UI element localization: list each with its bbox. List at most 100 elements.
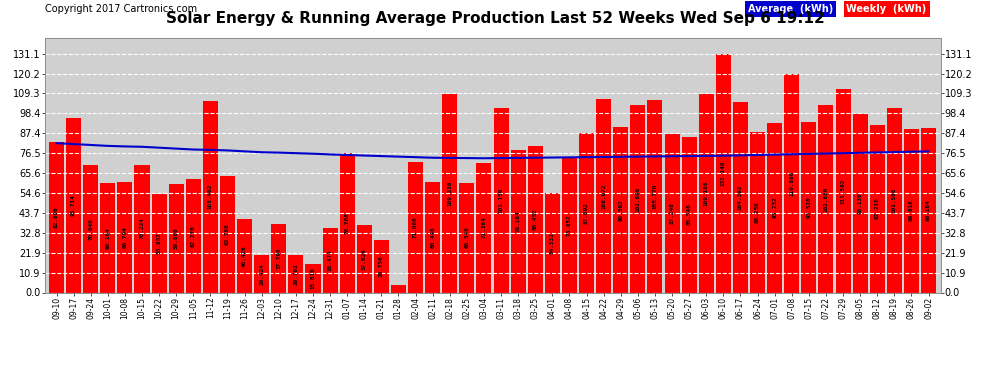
Bar bbox=[237, 219, 252, 292]
Text: 109.236: 109.236 bbox=[447, 180, 452, 206]
Text: 90.164: 90.164 bbox=[926, 200, 931, 221]
Text: 105.776: 105.776 bbox=[652, 183, 657, 209]
Text: Weekly  (kWh): Weekly (kWh) bbox=[846, 4, 927, 14]
Text: 37.796: 37.796 bbox=[276, 247, 281, 269]
Bar bbox=[49, 142, 64, 292]
Bar bbox=[306, 264, 321, 292]
Text: 105.402: 105.402 bbox=[208, 184, 213, 209]
Bar bbox=[750, 132, 765, 292]
Text: 62.270: 62.270 bbox=[191, 225, 196, 247]
Bar bbox=[83, 165, 98, 292]
Bar bbox=[716, 54, 731, 292]
Text: 73.652: 73.652 bbox=[567, 214, 572, 236]
Bar bbox=[494, 108, 509, 292]
Bar bbox=[356, 225, 372, 292]
Text: 37.026: 37.026 bbox=[361, 248, 366, 270]
Text: 71.660: 71.660 bbox=[413, 216, 418, 238]
Bar bbox=[340, 153, 354, 292]
Bar bbox=[511, 150, 526, 292]
Text: 40.426: 40.426 bbox=[243, 245, 248, 267]
Text: 98.130: 98.130 bbox=[857, 192, 862, 214]
Text: 106.072: 106.072 bbox=[601, 183, 606, 209]
Text: 93.232: 93.232 bbox=[772, 197, 777, 219]
Bar bbox=[596, 99, 611, 292]
Text: 70.224: 70.224 bbox=[140, 217, 145, 239]
Bar bbox=[203, 100, 218, 292]
Bar bbox=[168, 184, 184, 292]
Bar bbox=[682, 136, 697, 292]
Bar bbox=[391, 285, 406, 292]
Text: 53.952: 53.952 bbox=[156, 232, 161, 254]
Bar bbox=[733, 102, 748, 292]
Text: 60.794: 60.794 bbox=[123, 226, 128, 248]
Text: 93.520: 93.520 bbox=[806, 196, 812, 218]
Text: 101.150: 101.150 bbox=[499, 188, 504, 213]
Text: 82.606: 82.606 bbox=[54, 206, 59, 228]
Text: 15.810: 15.810 bbox=[311, 267, 316, 289]
Bar bbox=[408, 162, 423, 292]
Text: Copyright 2017 Cartronics.com: Copyright 2017 Cartronics.com bbox=[45, 4, 197, 14]
Bar bbox=[151, 194, 166, 292]
Bar bbox=[631, 105, 645, 292]
Bar bbox=[852, 114, 867, 292]
Text: 90.592: 90.592 bbox=[619, 199, 624, 221]
Bar bbox=[100, 183, 115, 292]
Text: Average  (kWh): Average (kWh) bbox=[747, 4, 834, 14]
Text: 80.452: 80.452 bbox=[533, 209, 538, 230]
Bar bbox=[254, 255, 269, 292]
Text: 87.248: 87.248 bbox=[669, 202, 674, 224]
Text: 54.532: 54.532 bbox=[549, 232, 554, 254]
Bar bbox=[425, 182, 441, 292]
Text: 111.592: 111.592 bbox=[841, 178, 845, 204]
Text: 78.164: 78.164 bbox=[516, 210, 521, 232]
Text: 71.364: 71.364 bbox=[481, 217, 486, 238]
Text: 60.164: 60.164 bbox=[105, 227, 110, 249]
Bar bbox=[784, 74, 799, 292]
Bar bbox=[443, 93, 457, 292]
Text: 102.680: 102.680 bbox=[824, 186, 829, 211]
Text: 95.714: 95.714 bbox=[71, 195, 76, 216]
Text: 119.896: 119.896 bbox=[789, 171, 794, 196]
Text: 35.474: 35.474 bbox=[328, 249, 333, 271]
Bar bbox=[819, 105, 834, 292]
Bar bbox=[374, 240, 389, 292]
Bar bbox=[476, 162, 491, 292]
Bar bbox=[664, 134, 679, 292]
Bar bbox=[887, 108, 902, 292]
Bar bbox=[459, 183, 474, 292]
Text: 59.680: 59.680 bbox=[173, 227, 179, 249]
Bar bbox=[647, 100, 662, 292]
Bar bbox=[135, 165, 149, 292]
Bar bbox=[271, 224, 286, 292]
Text: 76.708: 76.708 bbox=[345, 212, 349, 234]
Bar bbox=[544, 193, 560, 292]
Text: 104.392: 104.392 bbox=[738, 185, 742, 210]
Text: 60.446: 60.446 bbox=[431, 226, 436, 248]
Bar bbox=[699, 94, 714, 292]
Bar bbox=[921, 128, 937, 292]
Text: 20.424: 20.424 bbox=[259, 263, 264, 285]
Bar bbox=[562, 158, 577, 292]
Bar bbox=[186, 179, 201, 292]
Text: 87.692: 87.692 bbox=[584, 202, 589, 223]
Text: 89.916: 89.916 bbox=[909, 200, 914, 222]
Bar bbox=[288, 255, 303, 292]
Text: 20.702: 20.702 bbox=[293, 263, 298, 285]
Text: 28.756: 28.756 bbox=[379, 255, 384, 277]
Text: 92.210: 92.210 bbox=[875, 198, 880, 219]
Bar bbox=[118, 182, 133, 292]
Bar bbox=[323, 228, 338, 292]
Bar bbox=[801, 122, 817, 292]
Bar bbox=[220, 176, 235, 292]
Bar bbox=[870, 124, 885, 292]
Text: 88.256: 88.256 bbox=[755, 201, 760, 223]
Text: 85.548: 85.548 bbox=[687, 204, 692, 225]
Text: 70.040: 70.040 bbox=[88, 218, 93, 240]
Bar bbox=[904, 129, 919, 292]
Text: 63.788: 63.788 bbox=[225, 224, 230, 245]
Text: 109.196: 109.196 bbox=[704, 180, 709, 206]
Bar bbox=[528, 146, 543, 292]
Bar bbox=[66, 118, 81, 292]
Text: 102.696: 102.696 bbox=[636, 186, 641, 211]
Bar bbox=[613, 128, 629, 292]
